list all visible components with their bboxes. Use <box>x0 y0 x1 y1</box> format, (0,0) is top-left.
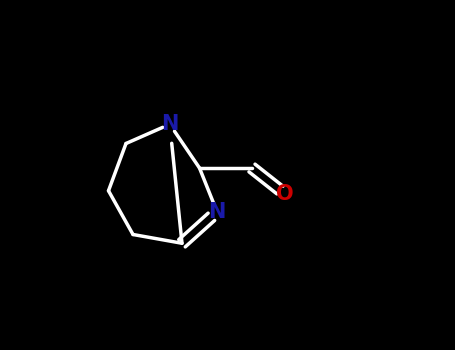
Text: O: O <box>277 184 294 204</box>
Text: N: N <box>208 202 226 222</box>
Text: N: N <box>161 114 178 134</box>
